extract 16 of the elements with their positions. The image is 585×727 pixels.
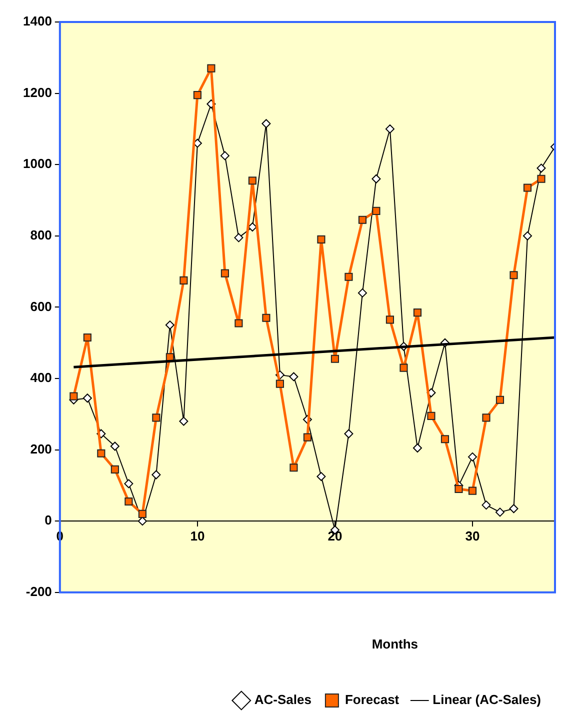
x-axis-title: Months <box>372 636 418 652</box>
x-tick-label: 10 <box>190 528 205 544</box>
y-tick-label: 200 <box>30 441 52 456</box>
y-tick-label: 1400 <box>23 14 52 29</box>
y-tick-label: 1000 <box>23 156 52 172</box>
legend-label: AC-Sales <box>254 692 312 708</box>
x-tick-label: 20 <box>328 528 342 544</box>
x-tick-label: 30 <box>465 528 480 544</box>
y-tick-label: 600 <box>30 298 52 314</box>
legend-label: Forecast <box>344 692 400 708</box>
y-tick-label: 800 <box>30 227 52 242</box>
y-tick-label: -200 <box>26 584 52 599</box>
y-tick-label: 0 <box>44 512 52 528</box>
legend-label: Linear (AC-Sales) <box>432 692 542 708</box>
y-tick-label: 1200 <box>23 84 52 100</box>
y-tick-label: 400 <box>30 370 52 386</box>
